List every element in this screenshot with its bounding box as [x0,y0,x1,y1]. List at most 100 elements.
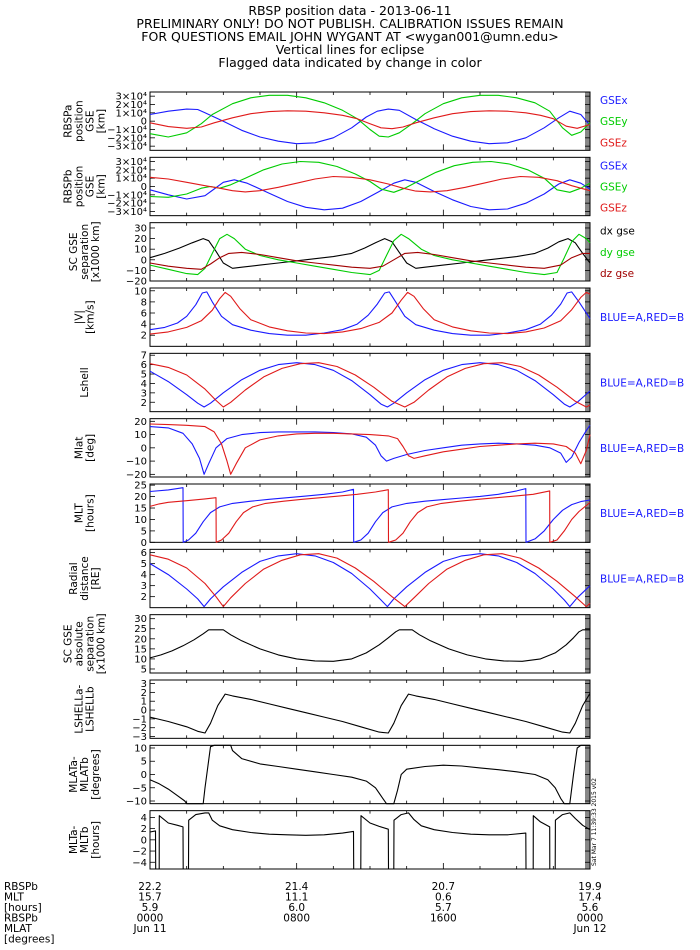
legend-entry: BLUE=A,RED=B [600,312,684,324]
y-axis-label: position [74,100,86,142]
y-axis-label: |V| [74,310,86,324]
y-axis-label: MLATa- [68,756,80,793]
warning-line: PRELIMINARY ONLY! DO NOT PUBLISH. CALIBR… [136,16,564,31]
y-tick-label: 25 [134,481,147,492]
series-GSEy [149,94,591,138]
y-axis-label: [x1000 km] [96,613,108,674]
y-axis-label: MLATb [79,757,91,792]
y-tick-label: 4 [141,320,147,331]
y-tick-label: 4 [141,379,147,390]
y-axis-label: RBSPb [63,169,75,203]
y-axis-label: [km] [96,109,108,134]
y-tick-label: −1×10⁴ [107,125,147,136]
series-A [149,487,591,543]
footer-value: 19.9 [578,881,601,893]
footer-label: MLT [4,892,24,904]
y-tick-label: 5 [141,526,147,537]
y-tick-label: 0 [141,706,147,717]
series-GSEz [149,175,591,193]
y-tick-label: 1×10⁴ [116,108,147,119]
y-tick-label: 20 [134,417,147,428]
series-GSEz [149,110,591,130]
footer-value: 20.7 [432,881,455,893]
legend-entry: GSEy [600,116,628,128]
eclipse-band [585,680,590,739]
y-tick-label: 10 [134,286,147,297]
y-tick-label: 10 [134,245,147,256]
y-axis-label: distance [79,556,91,601]
footer-value: 5.6 [582,902,599,914]
eclipse-band [585,353,590,412]
footer-value: 15.7 [138,892,161,904]
footer-value: 1600 [430,913,457,925]
y-tick-label: −4 [132,858,147,869]
y-tick-label: 2×10⁴ [116,165,147,176]
panel-dmlt: 420−2−4 MLTa- MLTb [hours] [68,810,591,870]
y-tick-label: 0 [141,182,147,193]
y-axis-label: separation [85,616,97,672]
y-tick-label: 15 [134,504,147,515]
y-tick-label: 0 [141,117,147,128]
footer-value: 5.9 [142,902,159,914]
y-tick-label: 5 [141,559,147,570]
footer-value: 0800 [283,913,310,925]
y-tick-label: −1 [132,714,147,725]
y-axis-label: MLT [74,503,86,523]
y-axis-label: Radial [68,562,80,594]
series-dMLAT [149,744,590,805]
footer-label: [hours] [4,902,42,914]
y-tick-label: −10 [126,797,147,808]
footer-label: RBSPb [4,881,38,893]
y-tick-label: 2 [141,331,147,342]
series-GSEx [149,108,591,145]
footer-value: Jun 12 [572,923,606,935]
panel-frame [149,810,591,870]
series-B [149,423,591,475]
y-axis-label: MLTb [79,826,91,853]
series-dL [149,693,591,734]
y-tick-label: 0 [141,255,147,266]
footer-value: 0000 [137,913,164,925]
y-tick-label: 5 [141,757,147,768]
footer-value: 22.2 [138,881,161,893]
legend-entry: GSEx [600,160,628,172]
footer-value: 0.6 [435,892,452,904]
y-tick-label: 30 [134,614,147,625]
y-tick-label: −2×10⁴ [107,199,147,210]
y-tick-label: −2×10⁴ [107,133,147,144]
y-tick-label: 0 [141,770,147,781]
y-tick-label: −3 [132,732,147,743]
y-axis-label: GSE [85,176,97,197]
series-dMLT [149,812,591,870]
y-axis-label: [km] [96,174,108,199]
y-tick-label: −1×10⁴ [107,190,147,201]
y-axis-label: absolute [74,621,86,666]
y-tick-label: 6 [141,548,147,559]
y-tick-label: −3×10⁴ [107,142,147,153]
footer-label: [degrees] [4,934,54,946]
footer-label: MLAT [4,923,33,935]
y-tick-label: −2 [132,847,147,858]
eclipse-band [585,549,590,608]
series-A [149,362,591,408]
series-GSEx [149,179,591,211]
y-tick-label: 7 [141,351,147,362]
y-axis-label: SC GSE [68,232,80,271]
y-tick-label: −10 [126,457,147,468]
y-tick-label: 2 [141,688,147,699]
y-tick-label: −2 [132,723,147,734]
legend-entry: GSEz [600,203,627,215]
panel-frame [149,614,591,674]
series-B [149,553,591,608]
y-tick-label: 2 [141,592,147,603]
eclipse-band [585,222,590,281]
series-B [149,362,591,408]
y-tick-label: 4 [141,570,147,581]
y-axis-label: GSE [85,110,97,131]
y-tick-label: 2 [141,398,147,409]
